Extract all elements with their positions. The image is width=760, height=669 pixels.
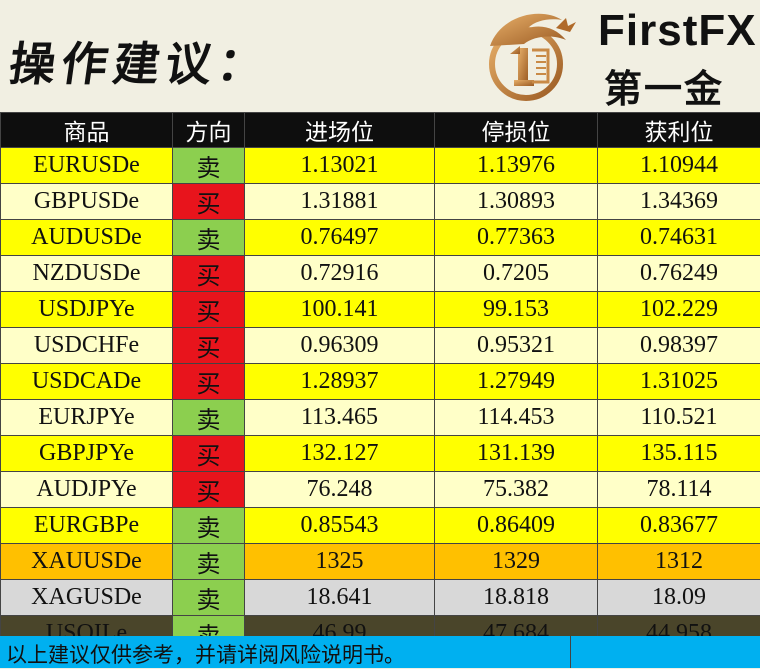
col-header-target: 获利位 (598, 113, 760, 148)
disclaimer-text: 以上建议仅供参考，并请详阅风险说明书。 (6, 639, 405, 669)
symbol-cell: EURGBPe (1, 508, 173, 544)
entry-cell: 1.31881 (245, 184, 435, 220)
entry-cell: 1325 (245, 544, 435, 580)
table-header-row: 商品 方向 进场位 停损位 获利位 (1, 113, 760, 148)
stop-cell: 99.153 (435, 292, 598, 328)
target-cell: 102.229 (598, 292, 760, 328)
target-cell: 0.98397 (598, 328, 760, 364)
entry-cell: 100.141 (245, 292, 435, 328)
entry-cell: 132.127 (245, 436, 435, 472)
symbol-cell: XAGUSDe (1, 580, 173, 616)
side-cell: 卖 (173, 508, 245, 544)
col-header-side: 方向 (173, 113, 245, 148)
stop-cell: 114.453 (435, 400, 598, 436)
entry-cell: 1.13021 (245, 148, 435, 184)
target-cell: 1.10944 (598, 148, 760, 184)
page-title: 操作建议： (5, 28, 274, 94)
symbol-cell: GBPUSDe (1, 184, 173, 220)
col-header-entry: 进场位 (245, 113, 435, 148)
symbol-cell: EURUSDe (1, 148, 173, 184)
side-cell: 买 (173, 292, 245, 328)
target-cell: 0.83677 (598, 508, 760, 544)
side-cell: 卖 (173, 400, 245, 436)
target-cell: 1312 (598, 544, 760, 580)
symbol-cell: NZDUSDe (1, 256, 173, 292)
stop-cell: 131.139 (435, 436, 598, 472)
footer-divider (570, 636, 571, 668)
symbol-cell: USDJPYe (1, 292, 173, 328)
side-cell: 买 (173, 364, 245, 400)
header: 操作建议： FirstFX 第一金匯 (0, 0, 760, 112)
stop-cell: 1329 (435, 544, 598, 580)
target-cell: 0.76249 (598, 256, 760, 292)
col-header-symbol: 商品 (1, 113, 173, 148)
target-cell: 135.115 (598, 436, 760, 472)
symbol-cell: AUDJPYe (1, 472, 173, 508)
side-cell: 卖 (173, 220, 245, 256)
stop-cell: 0.7205 (435, 256, 598, 292)
side-cell: 买 (173, 184, 245, 220)
entry-cell: 0.72916 (245, 256, 435, 292)
side-cell: 卖 (173, 544, 245, 580)
target-cell: 1.31025 (598, 364, 760, 400)
dragon-coin-icon (470, 6, 582, 110)
stop-cell: 18.818 (435, 580, 598, 616)
brand-name-en: FirstFX (598, 6, 757, 56)
target-cell: 18.09 (598, 580, 760, 616)
side-cell: 卖 (173, 148, 245, 184)
symbol-cell: XAUUSDe (1, 544, 173, 580)
target-cell: 110.521 (598, 400, 760, 436)
entry-cell: 0.96309 (245, 328, 435, 364)
symbol-cell: GBPJPYe (1, 436, 173, 472)
symbol-cell: USDCADe (1, 364, 173, 400)
side-cell: 买 (173, 436, 245, 472)
side-cell: 卖 (173, 580, 245, 616)
side-cell: 买 (173, 256, 245, 292)
target-cell: 1.34369 (598, 184, 760, 220)
symbol-cell: USDCHFe (1, 328, 173, 364)
target-cell: 0.74631 (598, 220, 760, 256)
entry-cell: 0.85543 (245, 508, 435, 544)
stop-cell: 0.95321 (435, 328, 598, 364)
symbol-cell: EURJPYe (1, 400, 173, 436)
entry-cell: 76.248 (245, 472, 435, 508)
side-cell: 买 (173, 472, 245, 508)
stop-cell: 0.86409 (435, 508, 598, 544)
entry-cell: 113.465 (245, 400, 435, 436)
entry-cell: 1.28937 (245, 364, 435, 400)
stop-cell: 1.27949 (435, 364, 598, 400)
stop-cell: 1.13976 (435, 148, 598, 184)
stop-cell: 75.382 (435, 472, 598, 508)
side-cell: 买 (173, 328, 245, 364)
col-header-stop: 停损位 (435, 113, 598, 148)
stop-cell: 0.77363 (435, 220, 598, 256)
stop-cell: 1.30893 (435, 184, 598, 220)
entry-cell: 0.76497 (245, 220, 435, 256)
footer: 以上建议仅供参考，并请详阅风险说明书。 (0, 636, 760, 668)
target-cell: 78.114 (598, 472, 760, 508)
entry-cell: 18.641 (245, 580, 435, 616)
symbol-cell: AUDUSDe (1, 220, 173, 256)
